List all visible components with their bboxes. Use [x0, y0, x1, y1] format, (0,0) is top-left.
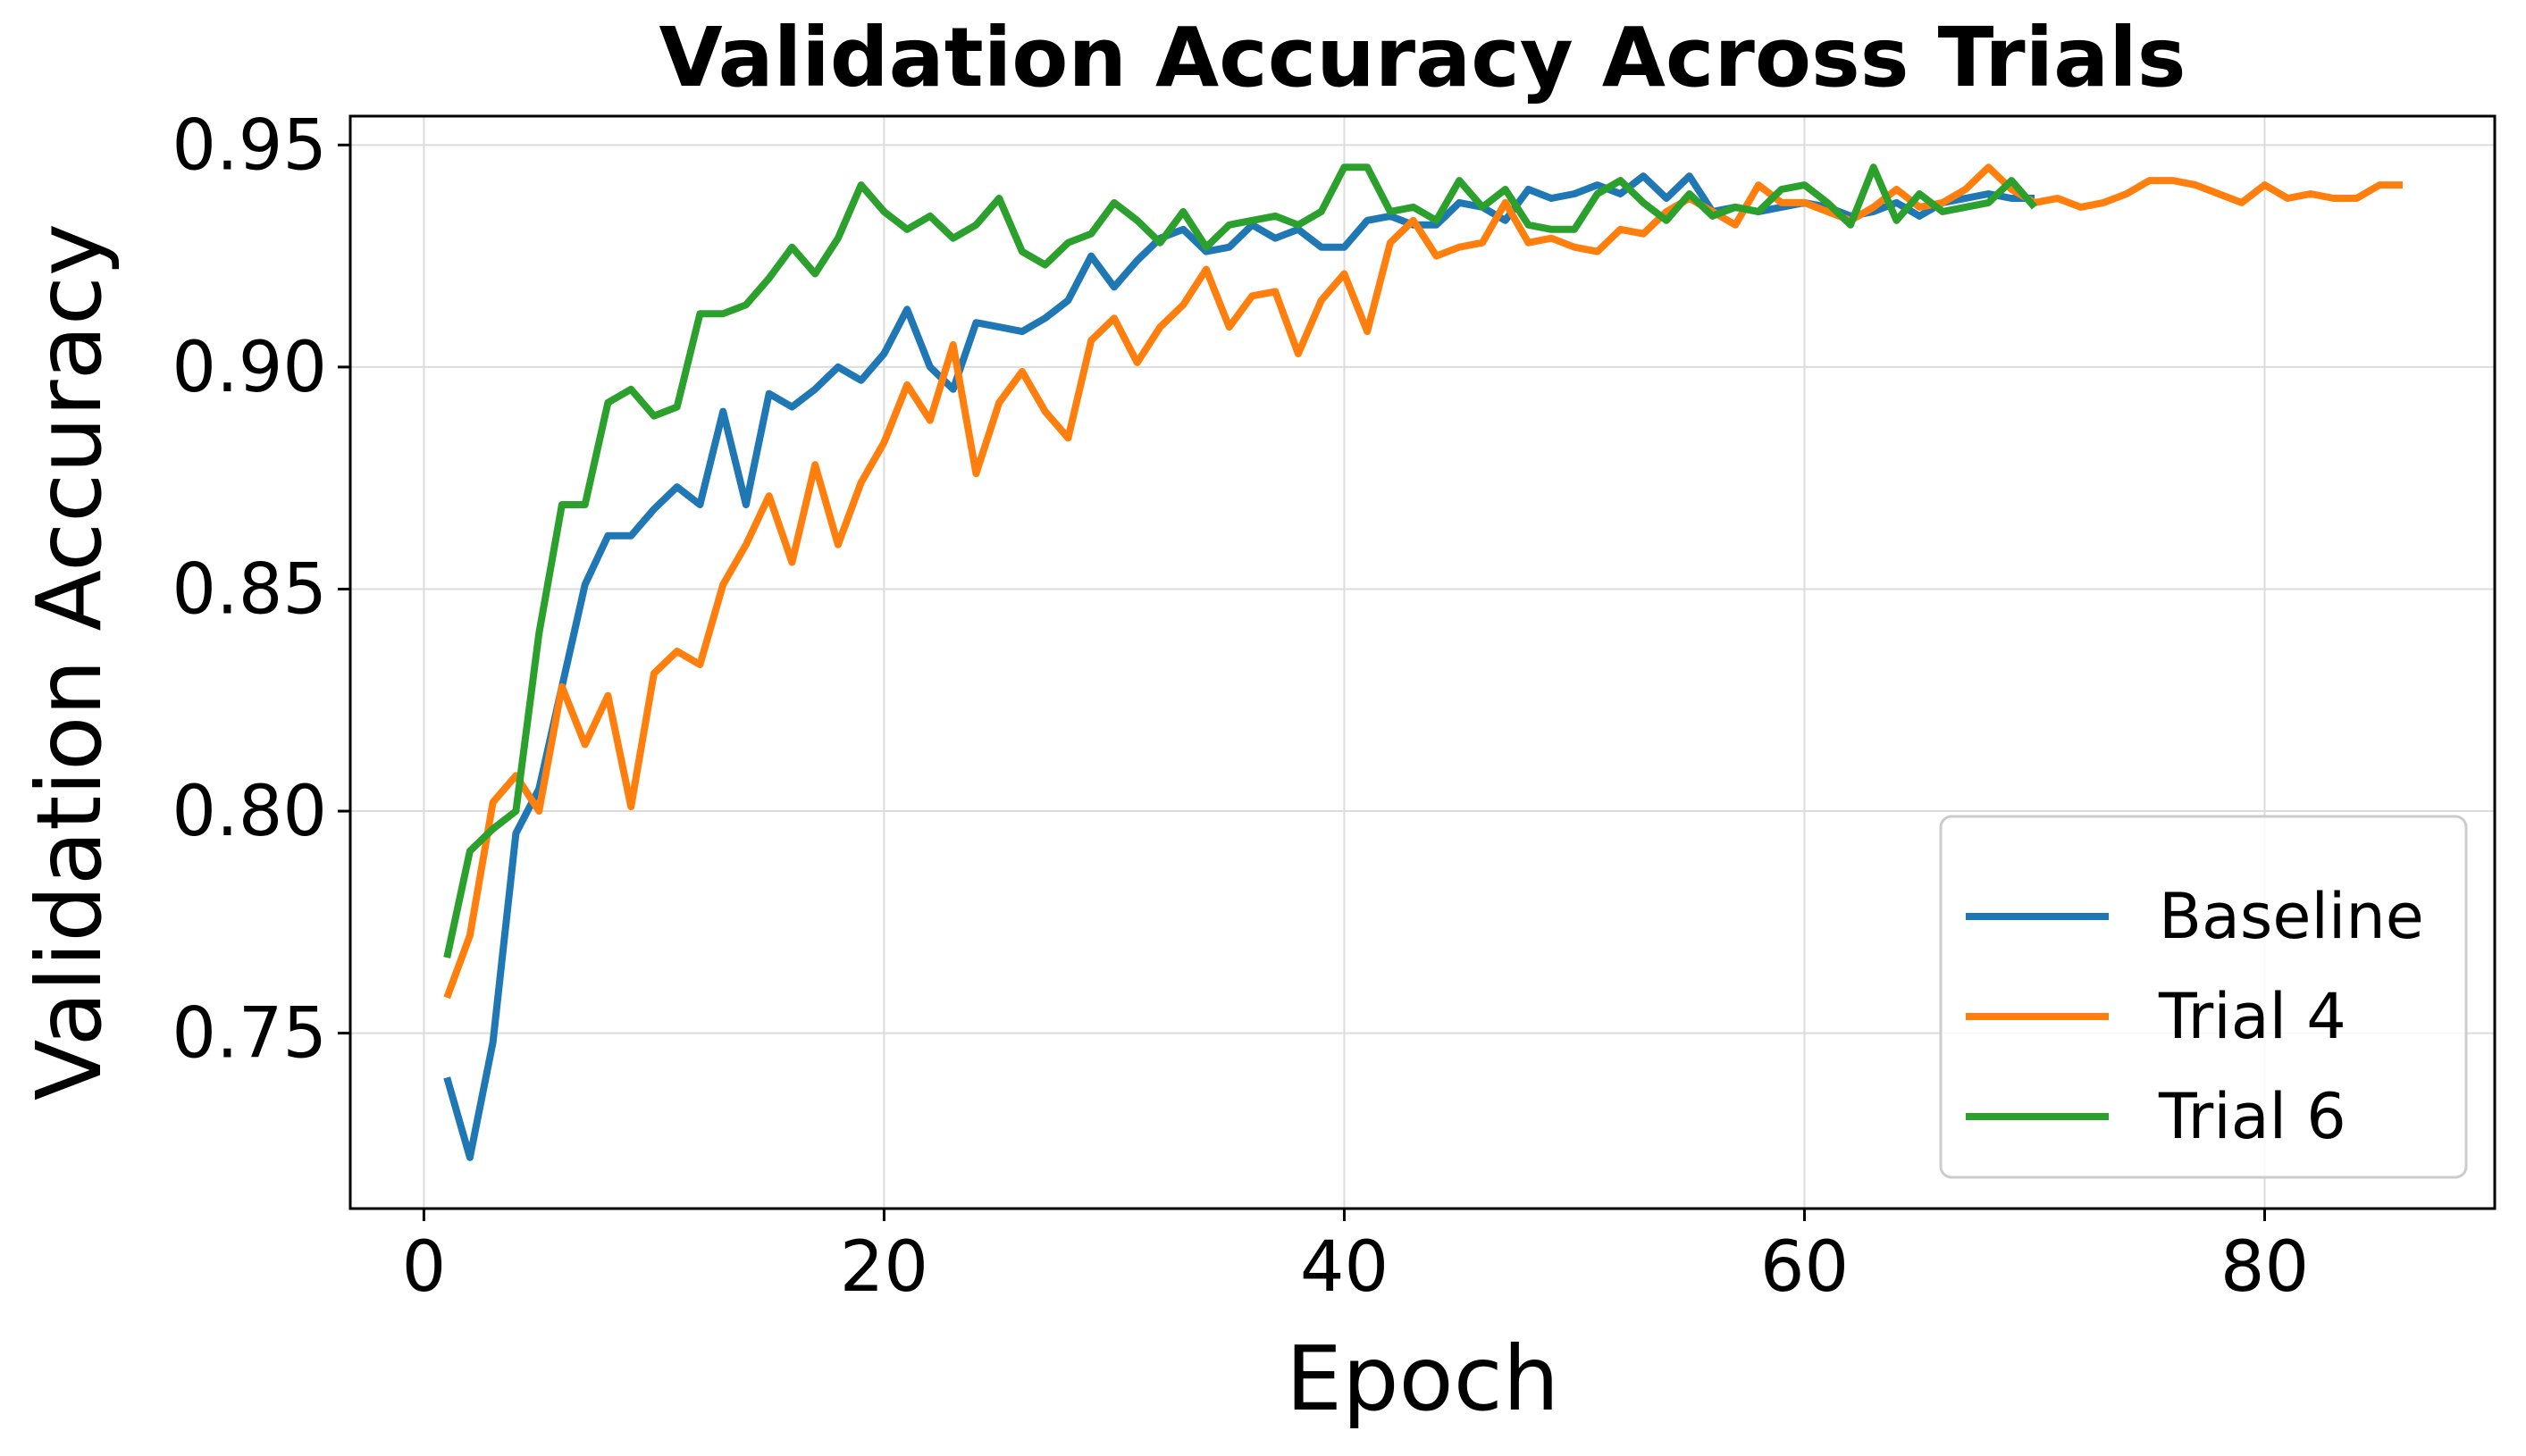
legend: Baseline Trial 4 Trial 6	[1939, 815, 2468, 1179]
legend-label-trial-6: Trial 6	[2158, 1080, 2346, 1153]
legend-label-trial-4: Trial 4	[2158, 980, 2346, 1053]
grid	[350, 116, 2495, 1209]
chart-title: Validation Accuracy Across Trials	[659, 10, 2186, 105]
plot-frame	[348, 114, 2497, 1210]
x-tick-label: 0	[402, 1227, 447, 1308]
series-line-trial-4	[443, 163, 2403, 1000]
y-axis-ticks: 0.75 0.80 0.85 0.90 0.95	[172, 105, 350, 1075]
series-line-baseline	[443, 172, 2035, 1161]
x-tick-label: 60	[1760, 1227, 1849, 1308]
x-axis-title: Epoch	[1286, 1326, 1559, 1431]
y-tick-label: 0.90	[172, 328, 327, 408]
legend-box	[1939, 815, 2468, 1179]
x-tick-label: 40	[1300, 1227, 1389, 1308]
y-tick-label: 0.85	[172, 549, 327, 630]
x-axis-ticks: 0 20 40 60 80	[402, 1209, 2309, 1308]
y-tick-label: 0.95	[172, 105, 327, 186]
legend-label-baseline: Baseline	[2159, 880, 2424, 953]
x-tick-label: 20	[840, 1227, 928, 1308]
y-tick-label: 0.75	[172, 994, 327, 1075]
y-axis-title: Validation Accuracy	[17, 223, 122, 1100]
series-lines	[443, 163, 2403, 1161]
y-tick-label: 0.80	[172, 772, 327, 852]
series-line-trial-6	[443, 163, 2038, 958]
x-tick-label: 80	[2220, 1227, 2309, 1308]
